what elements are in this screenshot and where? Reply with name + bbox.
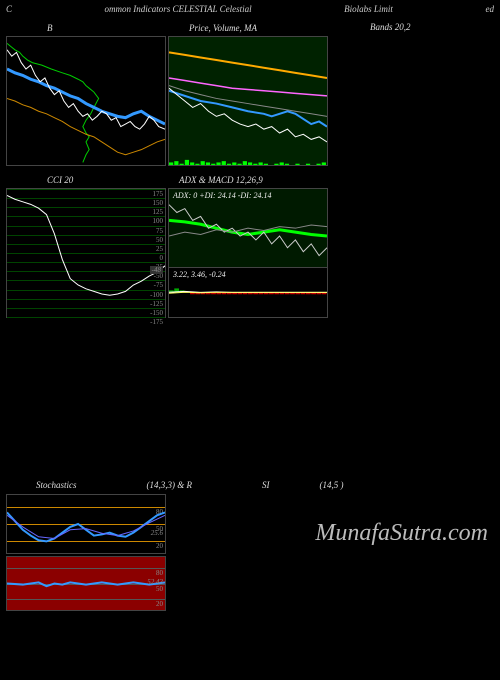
- header-mid2: Biolabs Limit: [344, 4, 393, 14]
- stoch-title-mid: (14,3,3) & R: [147, 480, 193, 490]
- header-left: C: [6, 4, 12, 14]
- cci-panel: CCI 20 1751501251007550250-25-50-75-100-…: [6, 188, 166, 318]
- price-panel: Price, Volume, MA: [168, 36, 328, 166]
- adx-chart: [169, 189, 327, 267]
- adx-macd-panel: ADX & MACD 12,26,9 ADX: 0 +DI: 24.14 -DI…: [168, 188, 328, 318]
- header-mid1: ommon Indicators CELESTIAL Celestial: [105, 4, 252, 14]
- macd-chart: [169, 268, 327, 317]
- stoch-title-mid2: SI: [262, 480, 270, 490]
- adx-subpanel: ADX: 0 +DI: 24.14 -DI: 24.14: [169, 189, 327, 268]
- bands-label-area: Bands 20,2: [330, 36, 480, 166]
- page-header: C ommon Indicators CELESTIAL Celestial B…: [0, 0, 500, 18]
- cci-chart: [7, 189, 165, 317]
- stoch-top-current: 25.6: [151, 529, 163, 537]
- stoch-title-left: Stochastics: [36, 480, 77, 490]
- bollinger-chart: [7, 37, 165, 165]
- header-right: ed: [485, 4, 494, 14]
- adx-macd-title: ADX & MACD 12,26,9: [179, 175, 263, 185]
- stoch-top-chart: [7, 495, 165, 553]
- bands-label: Bands 20,2: [370, 22, 411, 32]
- stoch-title-right: (14,5 ): [320, 480, 344, 490]
- cci-current: -48: [150, 266, 163, 274]
- stoch-top-panel: 805020 25.6: [6, 494, 166, 554]
- cci-title: CCI 20: [47, 175, 73, 185]
- stoch-bottom-panel: 805020 52.43: [6, 556, 166, 611]
- price-title: Price, Volume, MA: [189, 23, 257, 33]
- bollinger-panel: B: [6, 36, 166, 166]
- bollinger-title: B: [47, 23, 53, 33]
- macd-subpanel: 3.22, 3.46, -0.24: [169, 268, 327, 317]
- stoch-bottom-current: 52.43: [147, 578, 163, 586]
- stoch-bottom-chart: [7, 557, 165, 610]
- price-chart: [169, 37, 327, 165]
